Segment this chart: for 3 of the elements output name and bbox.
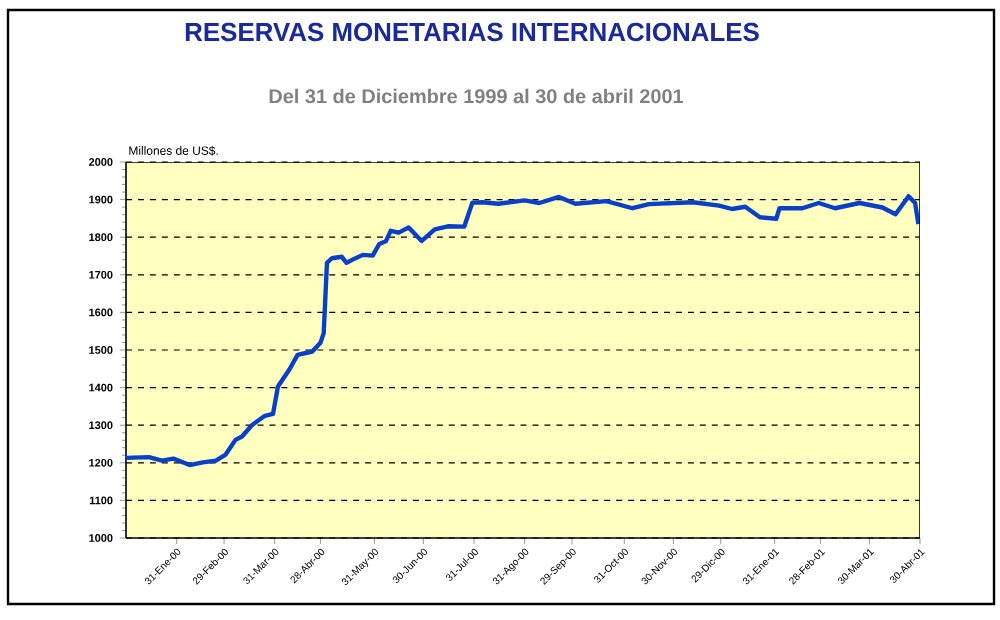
line-series	[126, 194, 921, 468]
chart-subtitle: Del 31 de Diciembre 1999 al 30 de abril 2001	[269, 88, 684, 104]
chart-title: RESERVAS MONETARIAS INTERNACIONALES	[185, 22, 759, 42]
